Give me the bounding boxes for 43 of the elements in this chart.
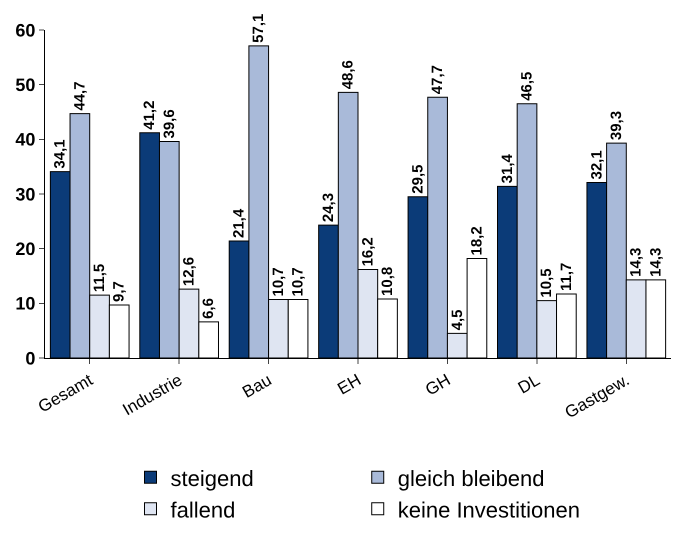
data-label: 21,4 (230, 208, 248, 238)
data-label: 18,2 (468, 226, 486, 256)
legend-label: gleich bleibend (398, 466, 545, 491)
x-tick-label: DL (514, 370, 544, 398)
y-tick-label: 40 (15, 130, 36, 150)
y-tick-label: 0 (25, 348, 36, 368)
x-tick-label: EH (334, 370, 364, 399)
data-label: 47,7 (429, 65, 446, 94)
data-label: 10,5 (538, 268, 556, 298)
data-label: 44,7 (71, 81, 88, 111)
data-label: 16,2 (359, 237, 376, 266)
data-label: 41,2 (141, 100, 158, 130)
y-tick-label: 60 (15, 20, 36, 40)
data-label: 10,8 (379, 266, 396, 296)
y-tick-label: 50 (15, 74, 36, 95)
data-label: 9,7 (110, 281, 128, 302)
data-label: 32,1 (588, 150, 606, 180)
x-tick-label: Bau (239, 370, 275, 402)
y-tick-label: 20 (15, 238, 36, 259)
data-label: 39,6 (160, 109, 178, 139)
data-label: 14,3 (647, 248, 664, 277)
data-label: 11,5 (91, 264, 108, 292)
legend-label: fallend (170, 497, 236, 522)
data-label: 12,6 (180, 256, 198, 286)
data-label: 11,7 (558, 262, 575, 292)
legend-label: steigend (170, 466, 254, 491)
data-label: 48,6 (340, 60, 357, 90)
legend-label: keine Investitionen (398, 497, 580, 522)
data-label: 14,3 (628, 248, 645, 277)
data-label: 4,5 (448, 310, 466, 330)
data-label: 24,3 (320, 192, 337, 222)
data-label: 29,5 (409, 164, 426, 194)
y-tick-label: 10 (15, 294, 36, 314)
y-tick-label: 30 (15, 184, 36, 204)
data-label: 10,7 (290, 267, 307, 297)
data-label: 39,3 (608, 110, 625, 140)
x-tick-label: GH (422, 370, 454, 400)
data-label: 57,1 (250, 14, 268, 43)
data-label: 46,5 (518, 72, 536, 101)
data-label: 10,7 (270, 267, 287, 297)
data-label: 31,4 (498, 154, 516, 184)
data-label: 34,1 (52, 139, 69, 169)
data-label: 6,6 (200, 298, 218, 319)
